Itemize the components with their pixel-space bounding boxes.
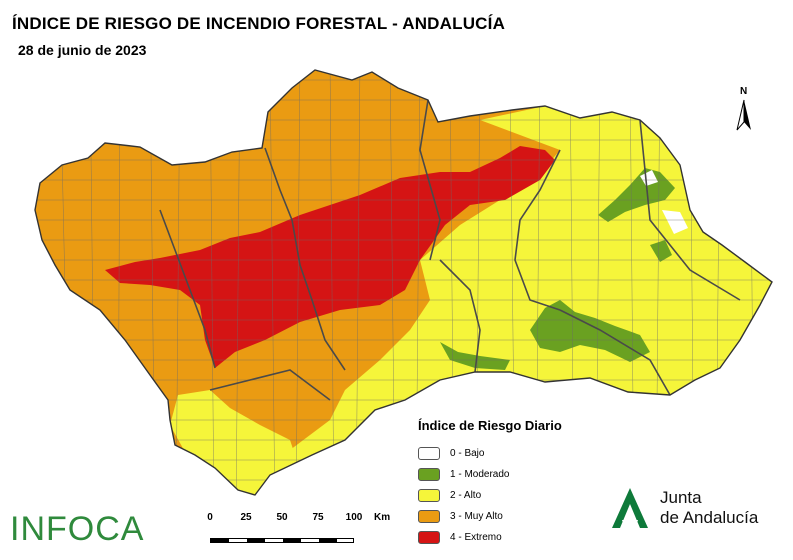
legend-item-extremo: 4 - Extremo — [418, 527, 618, 548]
legend-item-moderado: 1 - Moderado — [418, 464, 618, 485]
legend-swatch-moderado — [418, 468, 440, 481]
legend-label: 1 - Moderado — [450, 469, 510, 480]
north-arrow: N — [732, 86, 756, 134]
legend-swatch-alto — [418, 489, 440, 502]
junta-text-line2: de Andalucía — [660, 508, 759, 527]
scale-bar: 0 25 50 75 100 Km — [198, 512, 391, 552]
junta-text-line1: Junta — [660, 488, 702, 507]
legend-swatch-extremo — [418, 531, 440, 544]
north-label: N — [740, 86, 748, 97]
scale-unit: Km — [374, 512, 391, 523]
legend-label: 4 - Extremo — [450, 532, 502, 543]
legend-item-bajo: 0 - Bajo — [418, 443, 618, 464]
scale-bar-graphic — [210, 538, 354, 543]
north-arrow-icon — [736, 99, 751, 131]
legend-label: 0 - Bajo — [450, 448, 485, 459]
legend-swatch-bajo — [418, 447, 440, 460]
map-title: ÍNDICE DE RIESGO DE INCENDIO FORESTAL - … — [12, 14, 506, 33]
map-date: 28 de junio de 2023 — [18, 42, 147, 58]
legend-item-alto: 2 - Alto — [418, 485, 618, 506]
junta-emblem-icon — [612, 488, 648, 528]
scale-tick-label: 25 — [240, 512, 252, 523]
scale-tick-label: 100 — [345, 512, 363, 523]
legend-label: 2 - Alto — [450, 490, 482, 501]
legend-item-muy-alto: 3 - Muy Alto — [418, 506, 618, 527]
infoca-logo: INFOCA — [10, 510, 145, 548]
scale-tick-label: 75 — [312, 512, 324, 523]
legend-swatch-muy-alto — [418, 510, 440, 523]
legend-label: 3 - Muy Alto — [450, 511, 503, 522]
legend: Índice de Riesgo Diario 0 - Bajo 1 - Mod… — [418, 418, 618, 548]
legend-title: Índice de Riesgo Diario — [418, 418, 562, 433]
junta-andalucia-logo: Junta de Andalucía — [608, 486, 778, 532]
scale-tick-label: 50 — [276, 512, 288, 523]
scale-tick-label: 0 — [207, 512, 213, 523]
